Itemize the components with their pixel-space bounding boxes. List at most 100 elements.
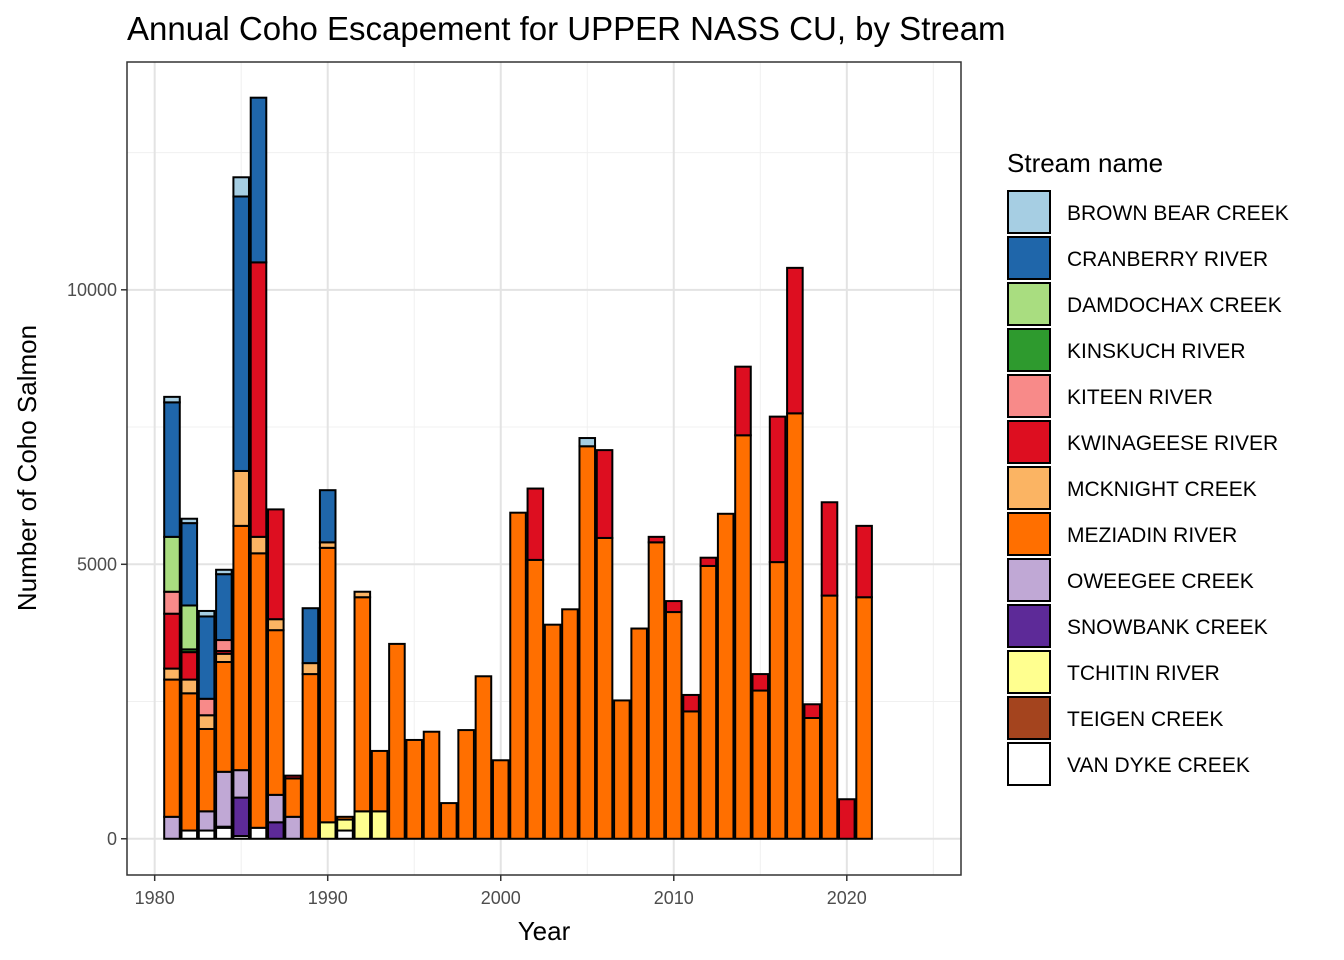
bar-segment xyxy=(180,829,199,840)
bar-segment xyxy=(267,629,285,796)
bar-segment xyxy=(682,710,700,840)
bar-segment xyxy=(215,652,233,664)
bar-segment xyxy=(249,535,268,555)
bar-segment xyxy=(768,415,787,564)
bar-segment xyxy=(163,535,181,593)
bar-segment xyxy=(267,793,285,824)
legend-label: MCKNIGHT CREEK xyxy=(1067,478,1257,501)
bar-segment xyxy=(336,829,354,840)
plot-border xyxy=(126,61,962,876)
bar-segment xyxy=(301,673,320,840)
y-tick-label: 5000 xyxy=(77,554,117,574)
legend-key xyxy=(1007,328,1051,372)
bar-segment xyxy=(232,469,250,527)
bar-segment xyxy=(803,716,821,840)
bar-segment xyxy=(284,815,302,840)
bar-segment xyxy=(699,564,718,840)
bar-segment xyxy=(163,678,181,818)
bar-segment xyxy=(215,826,233,840)
legend-key xyxy=(1007,696,1051,740)
legend-label: SNOWBANK CREEK xyxy=(1067,616,1268,639)
bar-segment xyxy=(786,266,804,415)
bar-segment xyxy=(457,729,475,840)
bar-segment xyxy=(370,749,389,813)
bar-segment xyxy=(353,596,372,813)
bar-segment xyxy=(301,662,320,676)
legend-key xyxy=(1007,466,1051,510)
bar-segment xyxy=(163,395,181,404)
legend-label: CRANBERRY RIVER xyxy=(1067,248,1268,271)
bar-segment xyxy=(197,714,216,730)
bar-segment xyxy=(163,815,181,840)
bar-segment xyxy=(336,818,354,832)
bar-segment xyxy=(353,590,372,599)
bar-segment xyxy=(734,365,752,437)
bar-segment xyxy=(215,568,233,576)
bar-segment xyxy=(664,611,683,840)
bar-segment xyxy=(422,730,441,840)
bar-segment xyxy=(163,401,181,538)
legend-label: KINSKUCH RIVER xyxy=(1067,340,1246,363)
x-tick-label: 1990 xyxy=(308,888,348,908)
bar-segment xyxy=(197,810,216,832)
y-axis-title: Number of Coho Salmon xyxy=(12,325,42,611)
bar-segment xyxy=(180,692,199,832)
axes: 1980 1990 2000 2010 2020 0 5000 10000 xyxy=(67,280,867,908)
legend-label: OWEEGEE CREEK xyxy=(1067,570,1254,593)
bar-segment xyxy=(163,612,181,670)
bar-segment xyxy=(318,821,337,840)
legend-label: KITEEN RIVER xyxy=(1067,386,1213,409)
bar-segment xyxy=(232,769,250,799)
bar-segment xyxy=(699,556,718,567)
bar-segment xyxy=(647,535,666,544)
bar-segment xyxy=(820,594,839,840)
x-tick-label: 2000 xyxy=(481,888,521,908)
bars xyxy=(163,96,873,840)
legend-label: BROWN BEAR CREEK xyxy=(1067,202,1289,225)
bar-segment xyxy=(197,829,216,840)
bar-segment xyxy=(232,176,250,198)
bar-segment xyxy=(163,667,181,681)
bar-segment xyxy=(595,536,614,840)
chart-title: Annual Coho Escapement for UPPER NASS CU… xyxy=(127,10,1006,47)
bar-segment xyxy=(180,517,199,525)
bar-segment xyxy=(232,796,250,838)
bar-segment xyxy=(284,777,302,818)
bar-segment xyxy=(751,673,770,692)
legend-title: Stream name xyxy=(1007,148,1163,178)
bar-segment xyxy=(595,449,614,539)
legend-key xyxy=(1007,282,1051,326)
bar-segment xyxy=(561,608,579,840)
legend-key xyxy=(1007,420,1051,464)
bar-segment xyxy=(388,642,406,840)
bar-segment xyxy=(803,703,821,719)
bar-segment xyxy=(682,693,700,713)
legend-key xyxy=(1007,236,1051,280)
bar-segment xyxy=(180,678,199,695)
bar-segment xyxy=(284,774,302,780)
bar-segment xyxy=(716,512,735,840)
bar-segment xyxy=(267,618,285,632)
legend-key xyxy=(1007,558,1051,602)
legend-key xyxy=(1007,190,1051,234)
bar-segment xyxy=(405,738,424,840)
bar-segment xyxy=(786,412,804,840)
bar-segment xyxy=(180,604,199,651)
bar-segment xyxy=(578,437,597,448)
legend-label: MEZIADIN RIVER xyxy=(1067,524,1237,547)
bar-segment xyxy=(267,508,285,621)
bar-segment xyxy=(543,623,562,840)
bar-segment xyxy=(855,596,873,840)
bar-segment xyxy=(751,689,770,840)
bar-segment xyxy=(215,661,233,773)
legend-key xyxy=(1007,512,1051,556)
bar-segment xyxy=(664,600,683,614)
bar-segment xyxy=(180,522,199,607)
legend-key xyxy=(1007,604,1051,648)
x-tick-label: 2020 xyxy=(827,888,867,908)
bar-segment xyxy=(630,627,648,840)
bar-segment xyxy=(180,651,199,681)
bar-segment xyxy=(370,810,389,840)
x-axis-title: Year xyxy=(518,916,571,946)
legend-label: TEIGEN CREEK xyxy=(1067,708,1223,731)
